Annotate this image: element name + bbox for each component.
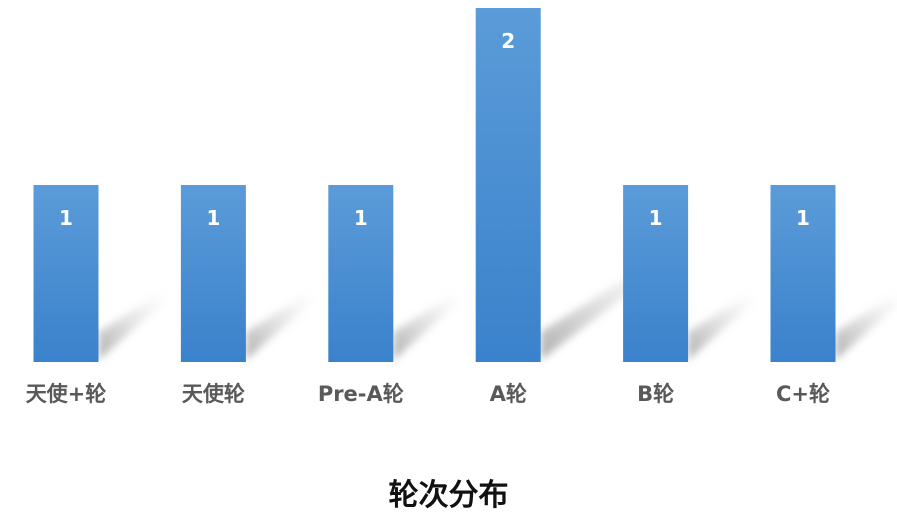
value-label: 2: [501, 29, 515, 53]
bar-shadow: [393, 293, 461, 360]
category-label: 天使轮: [182, 382, 245, 406]
bar: [33, 185, 99, 362]
bar-shadow: [245, 293, 313, 360]
bar: [623, 185, 689, 362]
value-label: 1: [354, 206, 368, 230]
value-label: 1: [59, 206, 73, 230]
category-label: A轮: [490, 382, 527, 406]
value-label: 1: [206, 206, 220, 230]
chart-title: 轮次分布: [388, 478, 509, 513]
bar-chart: 1 天使+轮 1 天使轮 1 Pre-A轮 2 A轮 1 B轮 1 C+轮: [26, 8, 897, 406]
bar-shadow: [98, 293, 166, 360]
value-label: 1: [796, 206, 810, 230]
category-label: Pre-A轮: [318, 382, 404, 406]
bar: [328, 185, 394, 362]
category-label: 天使+轮: [26, 382, 107, 406]
bar-shadow: [688, 293, 756, 360]
bar: [770, 185, 836, 362]
bar: [180, 185, 246, 362]
category-label: B轮: [637, 382, 674, 406]
bar: [475, 8, 541, 362]
bar-shadow: [835, 293, 897, 360]
category-label: C+轮: [776, 382, 830, 406]
value-label: 1: [649, 206, 663, 230]
